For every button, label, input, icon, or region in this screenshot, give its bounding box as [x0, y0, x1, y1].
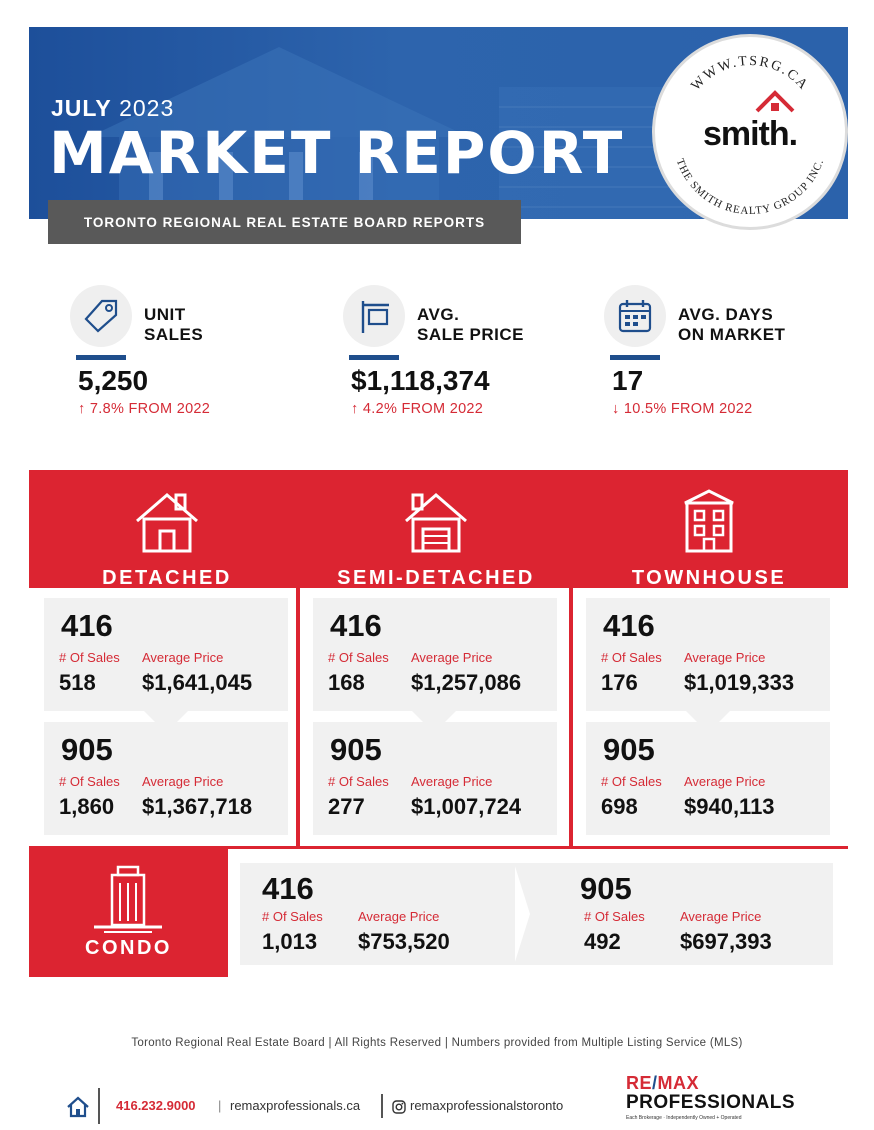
home-icon — [67, 1096, 89, 1118]
website-link[interactable]: remaxprofessionals.ca — [230, 1098, 361, 1113]
stat-avg-sale-price: AVG. SALE PRICE $1,118,374 ↑ 4.2% FROM 20… — [343, 285, 603, 425]
category-detached: DETACHED — [37, 485, 297, 590]
footer-separator: | — [218, 1098, 222, 1113]
stat-rule — [610, 355, 660, 360]
stat-rule — [76, 355, 126, 360]
condo-card-905: 905 # Of Sales Average Price 492 $697,39… — [530, 863, 833, 965]
house-background-image — [89, 47, 699, 219]
stat-value: $1,118,374 — [351, 365, 490, 396]
roof-icon — [755, 90, 795, 113]
stat-change: ↑ 7.8% FROM 2022 — [78, 401, 211, 417]
svg-text:THE SMITH REALTY GROUP INC.: THE SMITH REALTY GROUP INC. — [674, 157, 827, 217]
stat-value: 5,250 — [78, 365, 149, 396]
column-divider — [569, 588, 573, 848]
detached-house-icon — [37, 485, 297, 553]
stat-unit-sales: UNIT SALES 5,250 ↑ 7.8% FROM 2022 — [70, 285, 330, 425]
region-card-416: 416 # Of Sales Average Price 518 $1,641,… — [44, 598, 288, 711]
region-card-416: 416 # Of Sales Average Price 176 $1,019,… — [586, 598, 830, 711]
arrow-up-icon: ↑ — [78, 401, 86, 417]
price-tag-icon — [70, 285, 132, 347]
stat-change: ↓ 10.5% FROM 2022 — [612, 401, 753, 417]
report-title: MARKET REPORT — [49, 119, 625, 187]
arrow-down-icon: ↓ — [612, 401, 620, 417]
stat-label: AVG. DAYS ON MARKET — [678, 305, 786, 344]
region-card-905: 905 # Of Sales Average Price 1,860 $1,36… — [44, 722, 288, 835]
townhouse-icon — [579, 485, 839, 553]
remax-professionals-logo: RE/MAX PROFESSIONALS Each Brokerage · In… — [626, 1073, 796, 1121]
semi-detached-house-icon — [306, 485, 566, 553]
report-month: JULY 2023 — [51, 95, 175, 121]
disclaimer: Toronto Regional Real Estate Board | All… — [131, 1037, 743, 1049]
stat-rule — [349, 355, 399, 360]
category-condo: CONDO — [29, 849, 228, 977]
condo-tower-icon — [94, 865, 162, 933]
stat-label: UNIT SALES — [144, 305, 204, 344]
column-divider — [296, 588, 300, 848]
footer-divider — [381, 1094, 383, 1118]
stat-label: AVG. SALE PRICE — [417, 305, 525, 344]
condo-card-416: 416 # Of Sales Average Price 1,013 $753,… — [240, 863, 515, 965]
arrow-up-icon: ↑ — [351, 401, 359, 417]
calendar-icon — [604, 285, 666, 347]
seal-ring-text: WWW.TSRG.CA THE SMITH REALTY GROUP INC. — [674, 54, 827, 217]
region-card-905: 905 # Of Sales Average Price 277 $1,007,… — [313, 722, 557, 835]
smith-logo: smith. — [702, 115, 798, 153]
report-subtitle: TORONTO REGIONAL REAL ESTATE BOARD REPOR… — [48, 200, 521, 244]
stat-avg-days-on-market: AVG. DAYS ON MARKET 17 ↓ 10.5% FROM 2022 — [604, 285, 864, 425]
phone-link[interactable]: 416.232.9000 — [116, 1098, 196, 1113]
stat-value: 17 — [612, 365, 644, 396]
instagram-icon — [392, 1100, 406, 1114]
for-sale-sign-icon — [343, 285, 405, 347]
region-card-416: 416 # Of Sales Average Price 168 $1,257,… — [313, 598, 557, 711]
instagram-link[interactable]: remaxprofessionalstoronto — [410, 1098, 564, 1113]
category-townhouse: TOWNHOUSE — [579, 485, 839, 590]
stat-change: ↑ 4.2% FROM 2022 — [351, 401, 484, 417]
section-divider — [29, 846, 848, 849]
region-card-905: 905 # Of Sales Average Price 698 $940,11… — [586, 722, 830, 835]
category-semi-detached: SEMI-DETACHED — [306, 485, 566, 590]
smith-realty-seal: WWW.TSRG.CA THE SMITH REALTY GROUP INC. … — [652, 34, 848, 230]
footer-divider — [98, 1088, 100, 1124]
